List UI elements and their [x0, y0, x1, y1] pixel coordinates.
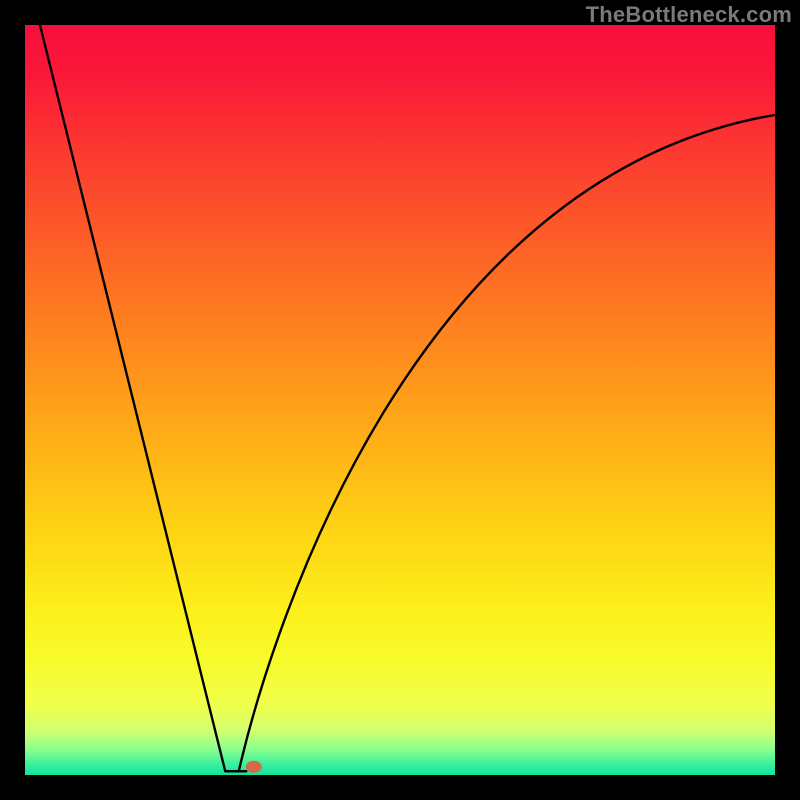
chart-gradient-background — [25, 25, 775, 775]
chart-container: TheBottleneck.com — [0, 0, 800, 800]
optimum-marker — [246, 761, 262, 773]
bottleneck-curve-chart — [0, 0, 800, 800]
watermark-text: TheBottleneck.com — [586, 2, 792, 28]
